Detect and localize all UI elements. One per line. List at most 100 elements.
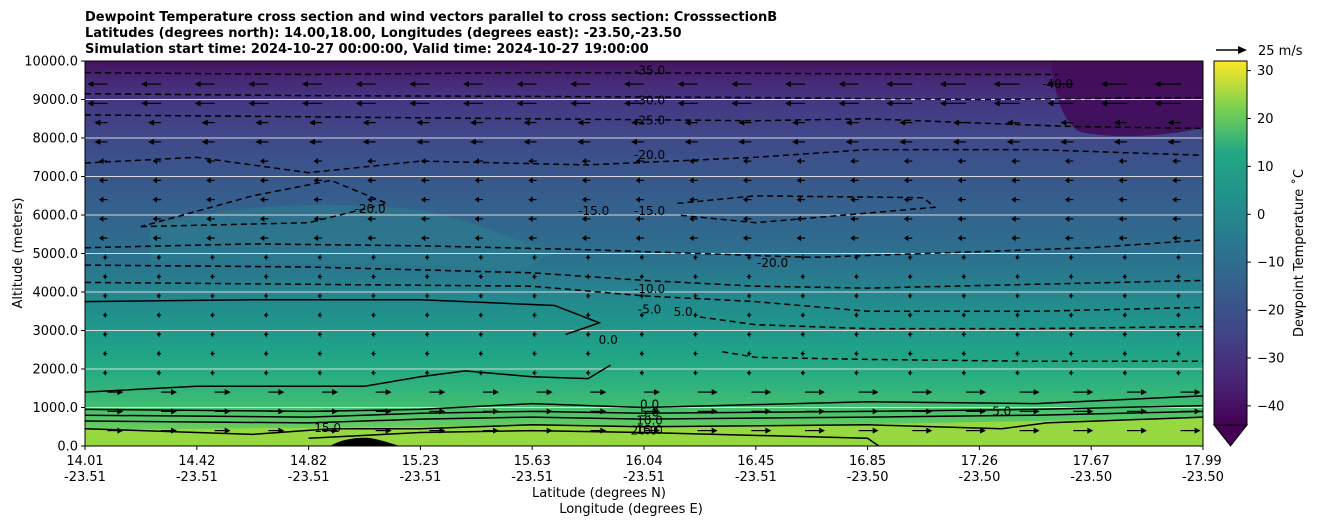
wind-arrowhead-icon [478, 292, 482, 299]
y-tick-label: 1000.0 [33, 401, 79, 416]
y-tick-label: 9000.0 [33, 93, 79, 108]
contour-line-positive [84, 364, 611, 393]
wind-arrowhead-icon [424, 254, 428, 261]
wind-arrowhead-icon [765, 408, 772, 415]
wind-arrowhead-icon [585, 350, 589, 357]
wind-arrowhead-icon [317, 273, 321, 280]
colorbar-tick-label: 30 [1257, 64, 1274, 79]
wind-arrowhead-icon [420, 158, 426, 165]
wind-arrowhead-icon [148, 138, 155, 145]
y-tick-label: 6000.0 [33, 209, 79, 224]
contour-label: -5.0 [638, 302, 661, 316]
contour-line-positive [84, 410, 1204, 424]
y-tick-label: 4000.0 [33, 286, 79, 301]
wind-arrowhead-icon [1140, 427, 1147, 434]
wind-arrowhead-icon [979, 389, 986, 396]
wind-arrowhead-icon [854, 273, 858, 280]
wind-arrowhead-icon [689, 196, 694, 203]
wind-arrowhead-icon [845, 138, 852, 145]
x-tick-label-lon: -23.50 [1070, 470, 1112, 485]
wind-arrowhead-icon [1167, 138, 1174, 145]
wind-arrowhead-icon [1068, 312, 1072, 319]
wind-arrowhead-icon [1015, 254, 1019, 261]
wind-arrowhead-icon [367, 196, 372, 203]
wind-arrowhead-icon [317, 292, 321, 299]
wind-arrowhead-icon [796, 235, 801, 242]
wind-arrowhead-icon [194, 100, 201, 107]
wind-arrowhead-icon [1113, 138, 1120, 145]
wind-arrowhead-icon [1068, 292, 1072, 299]
wind-arrowhead-icon [711, 408, 718, 415]
wind-arrowhead-icon [463, 100, 470, 107]
y-axis: 10000.0 9000.0 8000.0 7000.0 6000.0 5000.0 400… [24, 55, 85, 455]
wind-arrowhead-icon [102, 331, 106, 338]
contour-line-negative [84, 148, 1204, 174]
wind-arrowhead-icon [470, 119, 477, 126]
wind-arrowhead-icon [474, 235, 480, 242]
wind-arrowhead-icon [478, 369, 482, 376]
contour-label: -35.0 [634, 64, 665, 78]
wind-arrowhead-icon [210, 292, 214, 299]
y-tick-label: 8000.0 [33, 132, 79, 147]
wind-arrowhead-icon [1064, 235, 1070, 242]
wind-arrowhead-icon [117, 389, 124, 396]
x-axis-label-secondary: Longitude (degrees E) [559, 502, 703, 517]
wind-arrowhead-icon [1033, 427, 1040, 434]
wind-arrowhead-icon [957, 235, 962, 242]
wind-arrowhead-icon [474, 196, 480, 203]
wind-arrowhead-icon [371, 312, 375, 319]
wind-arrowhead-icon [206, 196, 211, 203]
wind-arrowhead-icon [693, 312, 697, 319]
wind-arrowhead-icon [409, 81, 416, 88]
wind-arrowhead-icon [1068, 273, 1072, 280]
terrain [330, 437, 400, 446]
wind-arrowhead-icon [800, 292, 804, 299]
wind-arrowhead-icon [309, 119, 316, 126]
y-tick-label: 10000.0 [24, 55, 78, 70]
wind-arrowhead-icon [1006, 119, 1013, 126]
wind-arrowhead-icon [907, 312, 911, 319]
wind-arrowhead-icon [952, 138, 959, 145]
wind-arrowhead-icon [693, 331, 697, 338]
x-tick-label-lat: 16.04 [625, 454, 662, 469]
wind-arrowhead-icon [1060, 119, 1067, 126]
wind-arrowhead-icon [474, 177, 480, 184]
wind-arrowhead-icon [654, 408, 660, 415]
wind-arrowhead-icon [765, 389, 772, 396]
wind-arrowhead-icon [332, 408, 339, 415]
wind-arrowhead-icon [546, 408, 553, 415]
wind-arrowhead-icon [689, 158, 694, 165]
wind-arrowhead-icon [1118, 196, 1123, 203]
wind-arrowhead-icon [210, 331, 214, 338]
wind-arrowhead-icon [907, 331, 911, 338]
wind-arrowhead-icon [367, 158, 372, 165]
wind-arrowhead-icon [886, 81, 893, 88]
wind-arrowhead-icon [838, 100, 845, 107]
wind-arrowhead-icon [585, 292, 589, 299]
wind-arrowhead-icon [470, 138, 477, 145]
wind-arrowhead-icon [961, 331, 965, 338]
wind-arrowhead-icon [711, 389, 718, 396]
wind-arrowhead-icon [600, 389, 607, 396]
wind-arrowhead-icon [903, 177, 909, 184]
quiver-key: 25 m/s [1216, 44, 1303, 59]
x-tick-label-lon: -23.51 [64, 470, 106, 485]
wind-arrowhead-icon [420, 196, 426, 203]
wind-arrowhead-icon [1122, 350, 1126, 357]
wind-arrowhead-icon [532, 331, 536, 338]
wind-arrowhead-icon [926, 408, 933, 415]
wind-arrowhead-icon [585, 369, 589, 376]
wind-arrowhead-icon [532, 350, 536, 357]
wind-arrowhead-icon [639, 312, 643, 319]
wind-arrowhead-icon [263, 369, 267, 376]
wind-arrowhead-icon [854, 369, 858, 376]
wind-arrowhead-icon [684, 119, 691, 126]
wind-arrowhead-icon [639, 350, 643, 357]
wind-arrowhead-icon [493, 389, 500, 396]
wind-arrowhead-icon [478, 273, 482, 280]
wind-arrowhead-icon [371, 331, 375, 338]
wind-arrowhead-icon [206, 235, 211, 242]
contour-label: -40.0 [1042, 77, 1073, 91]
contour-label: -20.0 [757, 256, 788, 270]
wind-arrowhead-icon [961, 292, 965, 299]
